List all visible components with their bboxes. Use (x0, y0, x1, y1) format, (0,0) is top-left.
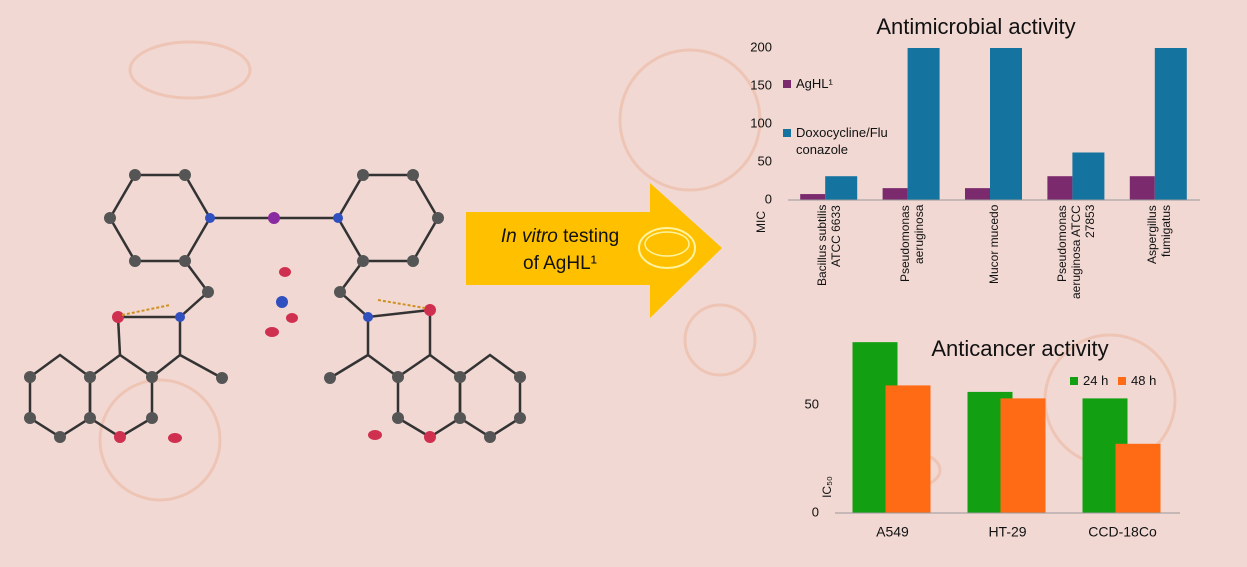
legend-label: AgHL¹ (796, 76, 833, 91)
legend-item: 48 h (1118, 372, 1156, 389)
arrow-text-1: testing (563, 226, 619, 247)
y-tick-label: 0 (765, 191, 772, 206)
legend-item: AgHL¹ (783, 75, 833, 92)
bar (1047, 176, 1073, 200)
arrow-text-2: of AgHL¹ (523, 253, 597, 274)
legend-label: 24 h (1083, 373, 1109, 388)
h-bonds (121, 299, 426, 316)
chart-title: Antimicrobial activity (876, 14, 1075, 39)
legend-label: 48 h (1131, 373, 1157, 388)
bar (1115, 443, 1161, 513)
bar (1072, 152, 1105, 200)
legend-swatch (783, 80, 791, 88)
chart-title: Anticancer activity (931, 336, 1108, 361)
y-axis-label: MIC (754, 211, 768, 233)
petri-dish (644, 231, 690, 257)
hetero-atoms (112, 212, 436, 443)
x-tick-label: Bacillus subtilis ATCC 6633 (815, 205, 844, 287)
bar (990, 48, 1022, 200)
bar (800, 194, 826, 200)
legend-swatch (1118, 377, 1126, 385)
x-tick-label: A549 (876, 524, 909, 540)
y-tick-label: 50 (758, 153, 772, 168)
bar (965, 188, 990, 200)
legend-swatch (783, 129, 791, 137)
legend-swatch (1070, 377, 1078, 385)
arrow-text: In vitro testing (501, 226, 619, 247)
y-tick-label: 0 (812, 504, 819, 519)
y-axis-label: IC₅₀ (820, 476, 834, 498)
bar (1000, 398, 1046, 513)
atoms (24, 169, 526, 443)
bar (1154, 48, 1187, 200)
bar (882, 188, 908, 200)
x-tick-label: Pseudomonas aeruginosa (897, 205, 926, 282)
x-tick-label: Aspergillus fumigatus (1144, 205, 1173, 264)
y-tick-label: 100 (750, 115, 772, 130)
legend-item: Doxocycline/Fluconazole (783, 124, 893, 158)
bar (825, 176, 858, 200)
legend-label: Doxocycline/Fluconazole (796, 125, 888, 157)
legend-item: 24 h (1070, 372, 1108, 389)
arrow (466, 183, 722, 318)
y-tick-label: 50 (805, 396, 819, 411)
x-tick-label: HT-29 (988, 524, 1026, 540)
y-tick-label: 150 (750, 77, 772, 92)
x-tick-label: Mucor mucedo (987, 205, 1001, 285)
arrow-italic: In vitro (501, 226, 558, 247)
bar (907, 48, 940, 200)
y-tick-label: 200 (750, 39, 772, 54)
petri-dish (638, 227, 696, 269)
x-tick-label: CCD-18Co (1088, 524, 1157, 540)
bar (885, 385, 931, 513)
x-tick-label: Pseudomonas aeruginosa ATCC 27853 (1055, 205, 1098, 299)
bar (1129, 176, 1155, 200)
